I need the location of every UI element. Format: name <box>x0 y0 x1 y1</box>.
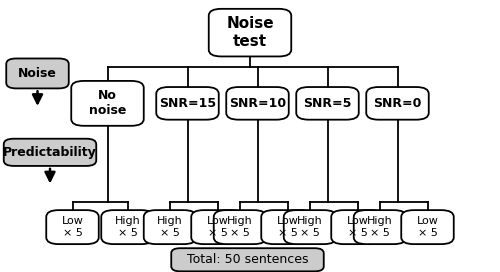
Text: High
× 5: High × 5 <box>367 216 393 238</box>
Text: High
× 5: High × 5 <box>157 216 183 238</box>
Text: SNR=10: SNR=10 <box>229 97 286 110</box>
Text: High
× 5: High × 5 <box>114 216 140 238</box>
FancyBboxPatch shape <box>72 81 144 126</box>
Text: SNR=0: SNR=0 <box>374 97 422 110</box>
Text: Low
× 5: Low × 5 <box>346 216 368 238</box>
FancyBboxPatch shape <box>226 87 289 120</box>
Text: Low
× 5: Low × 5 <box>276 216 298 238</box>
Text: SNR=15: SNR=15 <box>159 97 216 110</box>
FancyBboxPatch shape <box>354 210 406 244</box>
Text: Predictability: Predictability <box>3 146 97 159</box>
FancyBboxPatch shape <box>6 58 68 88</box>
Text: No
noise: No noise <box>89 89 126 117</box>
FancyBboxPatch shape <box>296 87 359 120</box>
Text: SNR=5: SNR=5 <box>304 97 352 110</box>
FancyBboxPatch shape <box>144 210 196 244</box>
FancyBboxPatch shape <box>171 248 324 271</box>
FancyBboxPatch shape <box>101 210 154 244</box>
FancyBboxPatch shape <box>4 139 96 166</box>
Text: Total: 50 sentences: Total: 50 sentences <box>187 253 308 266</box>
FancyBboxPatch shape <box>401 210 454 244</box>
Text: High
× 5: High × 5 <box>297 216 323 238</box>
FancyBboxPatch shape <box>156 87 219 120</box>
Text: High
× 5: High × 5 <box>227 216 253 238</box>
FancyBboxPatch shape <box>214 210 266 244</box>
Text: Noise: Noise <box>18 67 57 80</box>
FancyBboxPatch shape <box>46 210 98 244</box>
Text: Low
× 5: Low × 5 <box>416 216 438 238</box>
Text: Noise
test: Noise test <box>226 16 274 49</box>
FancyBboxPatch shape <box>284 210 336 244</box>
FancyBboxPatch shape <box>331 210 384 244</box>
Text: Low
× 5: Low × 5 <box>62 216 84 238</box>
FancyBboxPatch shape <box>191 210 244 244</box>
Text: Low
× 5: Low × 5 <box>206 216 229 238</box>
FancyBboxPatch shape <box>209 9 291 57</box>
FancyBboxPatch shape <box>366 87 429 120</box>
FancyBboxPatch shape <box>261 210 314 244</box>
